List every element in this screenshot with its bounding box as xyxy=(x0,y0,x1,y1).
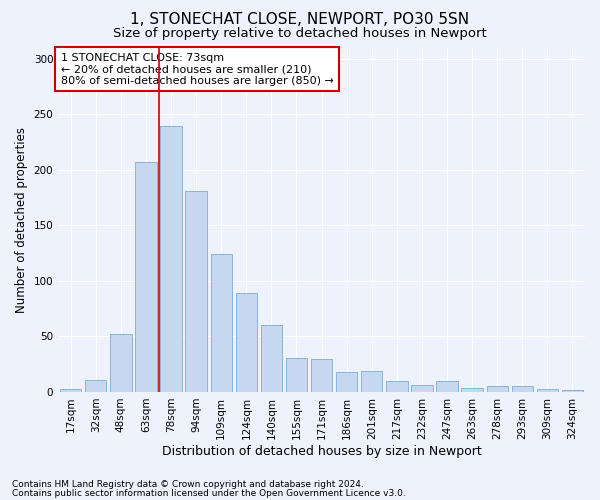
Bar xyxy=(60,388,82,392)
Text: 1, STONECHAT CLOSE, NEWPORT, PO30 5SN: 1, STONECHAT CLOSE, NEWPORT, PO30 5SN xyxy=(130,12,470,28)
Bar xyxy=(110,334,131,392)
Bar xyxy=(436,381,458,392)
Bar xyxy=(487,386,508,392)
X-axis label: Distribution of detached houses by size in Newport: Distribution of detached houses by size … xyxy=(162,444,481,458)
Bar xyxy=(311,358,332,392)
Bar xyxy=(261,326,282,392)
Bar xyxy=(361,371,382,392)
Text: Contains HM Land Registry data © Crown copyright and database right 2024.: Contains HM Land Registry data © Crown c… xyxy=(12,480,364,489)
Bar xyxy=(537,388,558,392)
Bar xyxy=(411,386,433,392)
Y-axis label: Number of detached properties: Number of detached properties xyxy=(15,126,28,312)
Bar xyxy=(286,358,307,392)
Bar xyxy=(211,254,232,392)
Bar xyxy=(160,126,182,392)
Bar xyxy=(336,372,358,392)
Bar xyxy=(236,293,257,392)
Text: Size of property relative to detached houses in Newport: Size of property relative to detached ho… xyxy=(113,28,487,40)
Bar xyxy=(562,390,583,392)
Bar xyxy=(185,191,207,392)
Text: 1 STONECHAT CLOSE: 73sqm
← 20% of detached houses are smaller (210)
80% of semi-: 1 STONECHAT CLOSE: 73sqm ← 20% of detach… xyxy=(61,52,334,86)
Text: Contains public sector information licensed under the Open Government Licence v3: Contains public sector information licen… xyxy=(12,489,406,498)
Bar xyxy=(386,381,407,392)
Bar xyxy=(512,386,533,392)
Bar xyxy=(136,162,157,392)
Bar xyxy=(85,380,106,392)
Bar xyxy=(461,388,483,392)
